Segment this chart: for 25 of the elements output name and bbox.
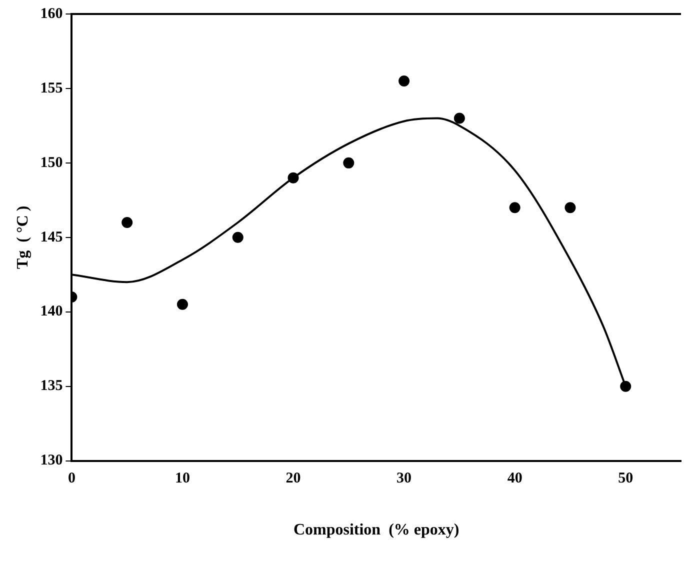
y-tick-label: 145 [40, 229, 63, 246]
y-tick-label: 130 [40, 452, 63, 469]
y-tick-label: 155 [40, 80, 63, 96]
x-axis-title: Composition (% epoxy) [293, 522, 460, 539]
y-tick-label: 150 [40, 154, 63, 171]
y-tick-label: 140 [40, 304, 63, 320]
point [343, 157, 354, 168]
point [176, 298, 188, 310]
point [398, 76, 410, 87]
y-tick-label: 160 [40, 6, 63, 22]
x-tick-label: 40 [507, 470, 522, 487]
point [454, 112, 465, 124]
point [509, 202, 520, 214]
point [122, 217, 133, 228]
x-tick-label: 50 [618, 470, 634, 487]
point [288, 172, 299, 184]
y-tick-label: 135 [40, 378, 63, 394]
x-tick-label: 20 [286, 470, 301, 487]
y-axis-title: Tg ( °C ) [14, 206, 32, 270]
point [620, 380, 632, 392]
point [564, 202, 576, 214]
x-tick-label: 0 [68, 470, 76, 487]
x-tick-label: 10 [174, 470, 190, 487]
x-tick-label: 30 [396, 470, 412, 487]
point [232, 232, 244, 243]
